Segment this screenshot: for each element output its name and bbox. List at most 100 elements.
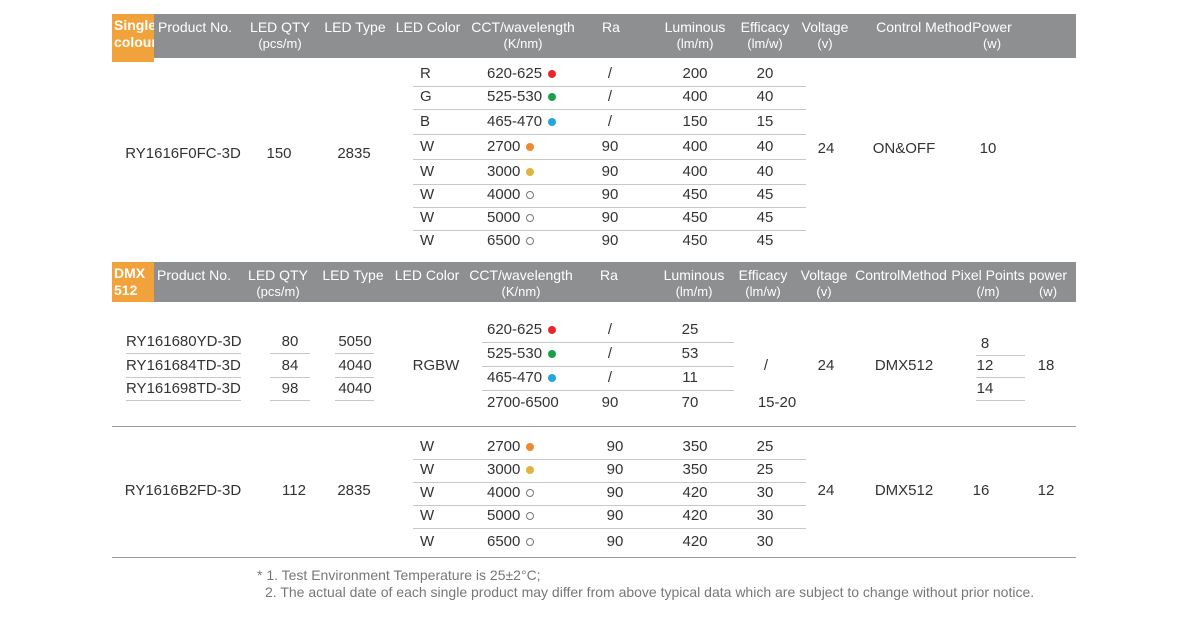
pixel-points: 14 (976, 380, 994, 397)
led-color: W (420, 461, 435, 478)
rule (482, 390, 734, 391)
control-method: ON&OFF (872, 140, 936, 157)
header-unit: (v) (816, 284, 832, 299)
efficacy: 15-20 (757, 394, 797, 411)
cct: 6500 (487, 232, 521, 249)
led-qty: 150 (266, 145, 292, 162)
cct: 3000 (487, 163, 521, 180)
header: LED Color (395, 19, 461, 35)
cct: 620-625 (487, 321, 543, 338)
led-qty: 84 (281, 357, 299, 374)
led-color: B (420, 113, 431, 130)
led-color: W (420, 438, 435, 455)
header-unit: (w) (1038, 284, 1058, 299)
voltage: 24 (817, 140, 835, 157)
efficacy: 45 (756, 232, 774, 249)
led-color: W (420, 484, 435, 501)
led-color: W (420, 533, 435, 550)
cct: 465-470 (487, 113, 543, 130)
ra: 90 (606, 484, 624, 501)
cct: 5000 (487, 507, 521, 524)
luminous: 420 (682, 533, 708, 550)
header-unit: (v) (817, 36, 833, 51)
color-dot (526, 214, 534, 222)
rule (270, 353, 310, 354)
product-no: RY161698TD-3D (126, 380, 241, 397)
header: Power (972, 19, 1012, 35)
ra: 90 (601, 163, 619, 180)
color-dot (526, 489, 534, 497)
pixel-points: 16 (972, 482, 990, 499)
color-dot (548, 93, 556, 101)
led-color: W (420, 163, 435, 180)
ra: 90 (601, 394, 619, 411)
ra: / (607, 65, 613, 82)
rule (112, 426, 1076, 427)
section-tag: DMX 512 (112, 262, 154, 302)
rule (126, 377, 241, 378)
header: Luminous (664, 19, 726, 35)
luminous: 450 (682, 232, 708, 249)
efficacy: 40 (756, 163, 774, 180)
cct: 465-470 (487, 369, 543, 386)
led-color: W (420, 138, 435, 155)
header: Ra (602, 19, 620, 35)
cct: 6500 (487, 533, 521, 550)
luminous: 150 (682, 113, 708, 130)
led-qty: 98 (281, 380, 299, 397)
color-dot (548, 374, 556, 382)
ra: 90 (601, 186, 619, 203)
header: Pixel Points (951, 267, 1025, 283)
power: 12 (1037, 482, 1055, 499)
rule (976, 400, 1025, 401)
pixel-points: 12 (976, 357, 994, 374)
led-color: G (420, 88, 432, 105)
luminous: 11 (682, 369, 698, 386)
rule (482, 366, 734, 367)
header-unit: (pcs/m) (258, 36, 302, 51)
rule (126, 400, 241, 401)
header: Efficacy (738, 267, 788, 283)
cct: 5000 (487, 209, 521, 226)
rule (335, 353, 374, 354)
color-dot (526, 143, 534, 151)
cct: 2700-6500 (487, 394, 559, 411)
efficacy: 30 (756, 484, 774, 501)
header: Ra (600, 267, 618, 283)
header-unit: (/m) (976, 284, 1000, 299)
ra: / (607, 113, 613, 130)
rule (112, 557, 1076, 558)
header: CCT/wavelength (471, 19, 575, 35)
rule (126, 353, 241, 354)
note: * 1. Test Environment Temperature is 25±… (257, 567, 541, 583)
header: Product No. (158, 19, 232, 35)
color-dot (526, 191, 534, 199)
led-color: W (420, 507, 435, 524)
color-dot (526, 512, 534, 520)
led-type: 4040 (338, 380, 372, 397)
product-no: RY161684TD-3D (126, 357, 241, 374)
led-color: W (420, 232, 435, 249)
efficacy: / (763, 357, 769, 374)
luminous: 200 (682, 65, 708, 82)
led-type: 4040 (338, 357, 372, 374)
note: 2. The actual date of each single produc… (265, 584, 1035, 600)
efficacy: 40 (756, 88, 774, 105)
led-type: 2835 (337, 145, 371, 162)
ra: / (607, 369, 613, 386)
luminous: 350 (682, 461, 708, 478)
color-dot (526, 443, 534, 451)
power: 10 (979, 140, 997, 157)
rule (413, 459, 806, 460)
cct: 2700 (487, 138, 521, 155)
cct: 525-530 (487, 345, 543, 362)
color-dot (548, 326, 556, 334)
header: ControlMethod (855, 267, 947, 283)
header-unit: (lm/w) (745, 284, 781, 299)
led-color: R (420, 65, 431, 82)
efficacy: 25 (756, 461, 774, 478)
rule (976, 355, 1025, 356)
led-color: W (420, 186, 435, 203)
header: Voltage (801, 19, 849, 35)
